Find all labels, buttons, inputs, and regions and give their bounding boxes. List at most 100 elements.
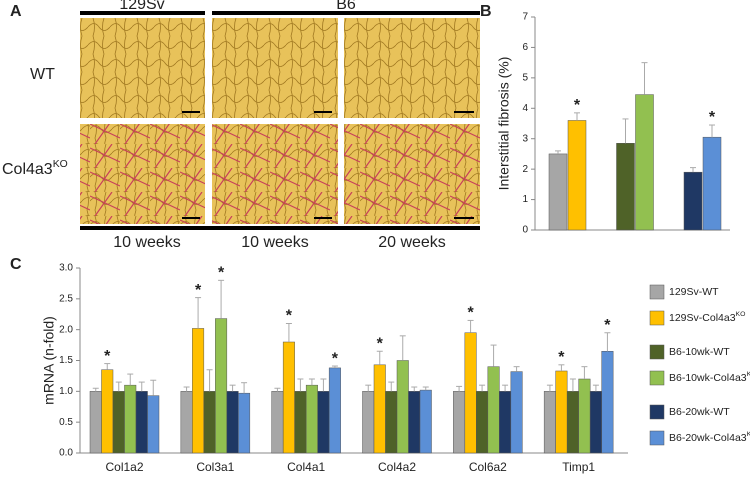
y-tick-label: 0.0 [59,448,73,459]
row-label: WT [30,66,55,83]
bar [396,360,409,454]
significance: * [604,317,611,334]
bar [180,391,193,454]
bar [238,392,251,454]
bar [453,391,466,454]
time-label: 10 weeks [113,234,181,251]
legend-swatch [649,430,665,446]
significance: * [709,109,716,126]
bar [683,171,703,231]
header-bar [212,11,480,15]
bar [317,391,330,454]
x-tick-label: Col1a2 [105,460,143,474]
legend-swatch [649,344,665,360]
bar [112,391,125,454]
bar [555,370,568,454]
y-tick-label: 6 [522,42,528,53]
significance: * [218,265,225,282]
significance: * [467,305,474,322]
bar [578,378,591,454]
bar [124,384,137,454]
significance: * [332,350,339,367]
panel-label: B [480,3,492,20]
y-tick-label: 3 [522,133,528,144]
bar [510,371,523,454]
bar [487,366,500,454]
micrograph [80,124,205,224]
y-tick-label: 5 [522,72,528,83]
bar [385,391,398,454]
x-tick-label: Col4a2 [378,460,416,474]
significance: * [558,349,565,366]
legend-swatch [649,310,665,326]
y-tick-label: 2 [522,164,528,175]
y-tick-label: 2.0 [59,324,73,335]
micrograph [212,18,338,118]
micrograph [80,18,205,118]
significance: * [195,282,202,299]
column-label: B6 [336,0,356,13]
bar [328,367,341,454]
x-tick-label: Timp1 [562,460,595,474]
bar [101,369,114,454]
header-bar [80,11,205,15]
column-label: 129Sv [119,0,164,13]
bar [192,328,205,454]
bar [373,364,386,454]
significance: * [377,335,384,352]
row-label: Col4a3KO [2,159,68,178]
footer-bar [80,226,480,230]
bar [305,384,318,454]
bar [294,391,307,454]
bar [408,391,421,454]
bar [282,341,295,454]
bar [271,391,284,454]
bar [543,391,556,454]
legend-swatch [649,370,665,386]
bar [135,391,148,454]
histology-panel: A 129Sv B6 WT Col4a3KO 10 weeks 10 weeks… [2,0,480,251]
bar [226,391,239,454]
legend-label: B6-20wk-Col4a3KO [669,431,750,443]
legend-swatch [649,284,665,300]
bar [589,391,602,454]
bar [362,391,375,454]
micrograph [344,18,480,118]
micrograph [344,124,480,224]
bar [89,391,102,454]
time-label: 10 weeks [241,234,309,251]
time-label: 20 weeks [378,234,446,251]
y-tick-label: 1 [522,194,528,205]
legend-label: 129Sv-WT [669,286,719,298]
significance: * [286,308,293,325]
legend-label: B6-10wk-Col4a3KO [669,371,750,383]
bar [635,94,654,231]
y-tick-label: 1.5 [59,355,73,366]
bar [548,153,568,231]
x-tick-label: Col6a2 [469,460,507,474]
scale-bars [182,111,474,219]
y-tick-label: 0 [522,225,528,236]
bar [566,391,579,454]
bar [567,120,587,231]
bar [616,143,635,231]
legend-label: 129Sv-Col4a3KO [669,311,745,323]
significance: * [574,97,581,114]
x-tick-label: Col3a1 [196,460,234,474]
bar [702,136,722,231]
legend-label: B6-20wk-WT [669,406,730,418]
y-tick-label: 1.0 [59,386,73,397]
bar [203,391,216,454]
y-axis-label: mRNA (n-fold) [41,316,57,405]
panel-label: A [10,3,22,20]
bar [601,351,614,454]
x-tick-label: Col4a1 [287,460,325,474]
bar [464,332,477,454]
y-tick-label: 2.5 [59,293,73,304]
legend-label: B6-10wk-WT [669,346,730,358]
bar [499,391,512,454]
y-tick-label: 4 [522,103,528,114]
panel-label: C [10,256,22,273]
bar [476,391,489,454]
